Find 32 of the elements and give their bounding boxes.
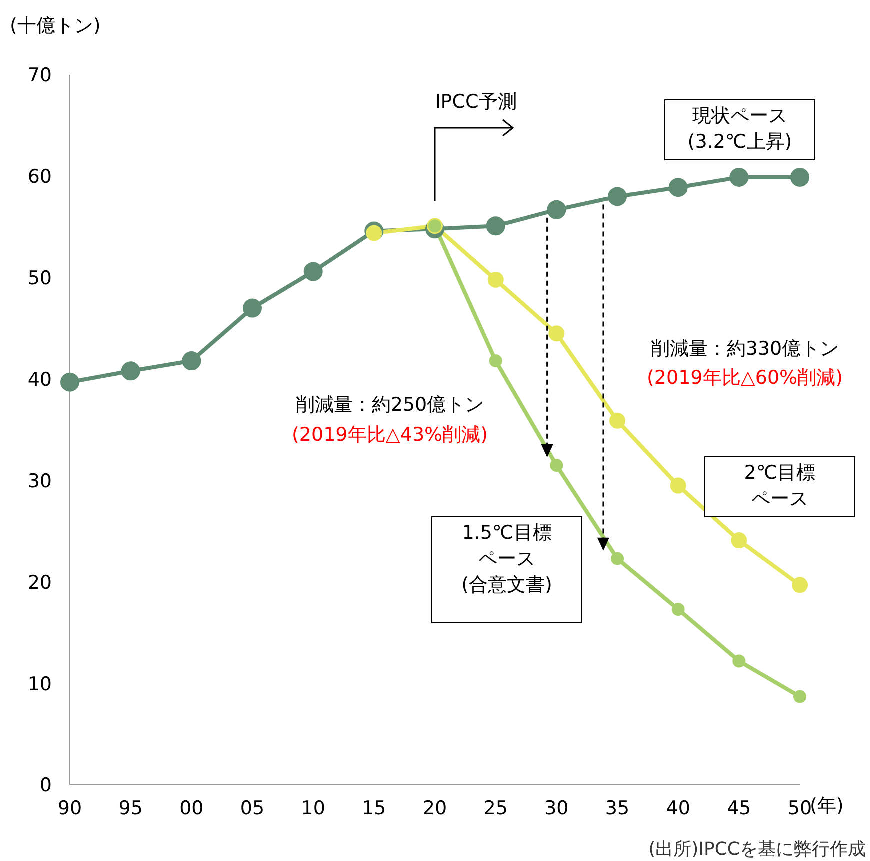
y-tick-label: 20 [28,572,52,594]
series-label: 1.5℃目標ペース(合意文書) [462,522,552,598]
x-tick-label: 10 [301,797,326,820]
series-label: 現状ペース(3.2℃上昇) [688,105,792,155]
x-tick-label: 45 [727,797,752,820]
y-tick-label: 30 [28,470,52,492]
annotation: IPCC予測 [435,91,517,113]
annotation: (2019年比△60%削減) [646,367,844,389]
x-tick-label: 15 [362,797,386,820]
series-label: 2℃目標ペース [744,462,816,510]
y-tick-label: 60 [28,166,52,188]
y-tick-label: 70 [28,64,52,87]
y-tick-label: 0 [40,774,52,797]
annotation: 削減量：約330億トン [650,338,840,360]
x-tick-label: 50 [788,797,812,820]
annotation: 削減量：約250億トン [296,394,484,416]
x-tick-label: 05 [240,797,265,820]
y-axis-title: (十億トン) [10,15,101,37]
x-tick-label: 30 [544,797,569,820]
y-tick-label: 10 [28,673,52,696]
x-tick-label: 95 [118,797,143,820]
x-tick-label: 35 [605,797,630,820]
x-tick-label: 00 [180,797,204,820]
x-tick-label: 20 [422,797,448,820]
x-axis-title: (年) [810,795,844,817]
x-tick-label: 40 [666,797,690,820]
x-tick-label: 25 [484,797,508,820]
y-tick-label: 50 [28,268,52,290]
annotation: (2019年比△43%削減) [292,424,488,446]
y-tick-label: 40 [28,369,52,392]
text: (出所)IPCCを基に弊行作成 [648,839,866,860]
x-tick-label: 90 [58,797,82,820]
